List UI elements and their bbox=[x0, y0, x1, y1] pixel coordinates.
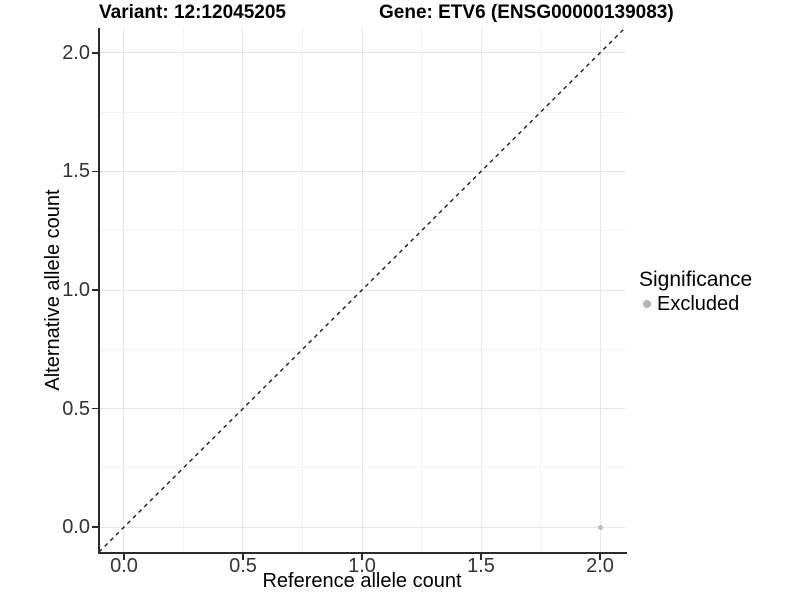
legend: Significance Excluded bbox=[639, 268, 752, 314]
x-axis-line bbox=[98, 552, 627, 554]
gridline-y-major bbox=[99, 170, 625, 172]
x-axis-title: Reference allele count bbox=[262, 570, 462, 592]
y-axis-line bbox=[98, 28, 100, 554]
y-axis-tick bbox=[92, 407, 98, 410]
x-axis-tick bbox=[242, 554, 244, 560]
legend-item-label: Excluded bbox=[657, 293, 740, 315]
plot-panel bbox=[99, 28, 625, 552]
legend-item-excluded: Excluded bbox=[639, 294, 752, 314]
y-tick-label: 2.0 bbox=[62, 41, 90, 64]
identity-reference-line bbox=[99, 28, 625, 552]
x-axis-tick bbox=[123, 554, 125, 560]
gridline-y-major bbox=[99, 526, 625, 528]
y-tick-label: 1.5 bbox=[62, 160, 90, 183]
y-axis-tick bbox=[92, 52, 98, 54]
legend-point-icon bbox=[643, 300, 651, 308]
y-tick-label: 0.5 bbox=[62, 397, 90, 420]
y-tick-label: 1.0 bbox=[62, 279, 90, 301]
gridline-y-major bbox=[99, 52, 625, 54]
x-tick-label: 1.0 bbox=[348, 555, 376, 577]
x-tick-label: 2.0 bbox=[586, 555, 614, 577]
data-point bbox=[597, 524, 603, 530]
x-axis-tick bbox=[599, 554, 601, 560]
x-axis-tick bbox=[361, 554, 363, 560]
y-axis-tick bbox=[92, 170, 98, 173]
gridline-y-major bbox=[99, 408, 625, 410]
x-tick-label: 1.5 bbox=[467, 555, 495, 577]
y-tick-label: 0.0 bbox=[62, 516, 90, 539]
legend-title: Significance bbox=[639, 268, 753, 291]
x-tick-label: 0.5 bbox=[229, 555, 257, 577]
x-tick-label: 0.0 bbox=[110, 555, 138, 577]
plot-title-gene: Gene: ETV6 (ENSG00000139083) bbox=[379, 2, 674, 23]
y-axis-tick bbox=[92, 289, 98, 291]
x-axis-tick bbox=[480, 554, 482, 560]
y-axis-tick bbox=[92, 526, 98, 528]
plot-title-variant: Variant: 12:12045205 bbox=[99, 2, 286, 23]
